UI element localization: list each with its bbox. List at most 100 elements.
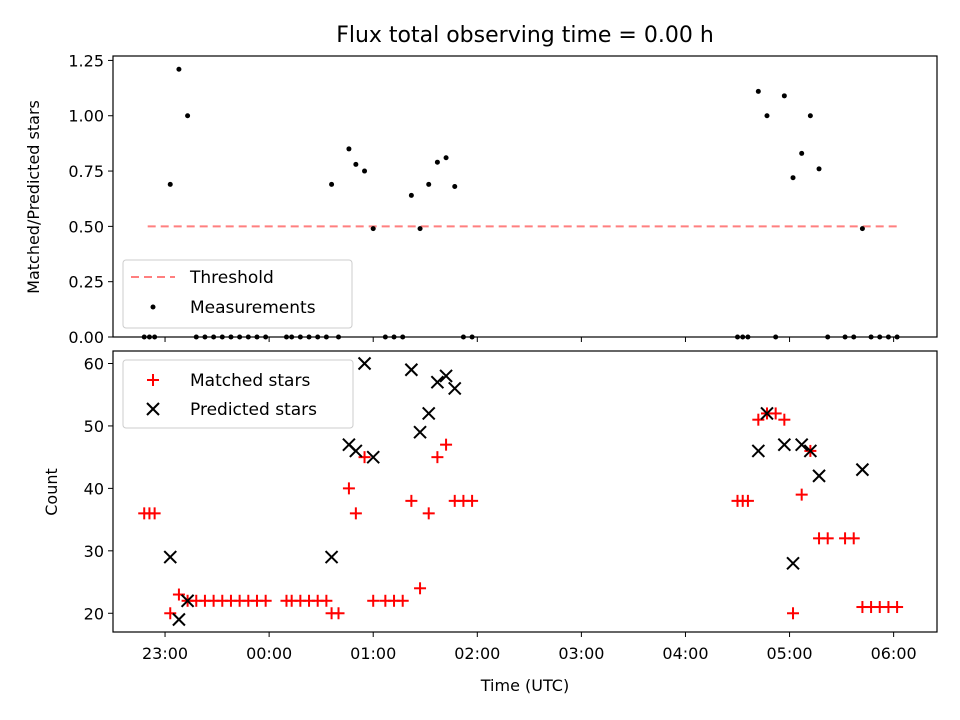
- predicted-stars-point: [357, 356, 372, 371]
- matched-stars-point: [342, 482, 355, 495]
- matched-stars-point: [787, 607, 800, 620]
- matched-stars-point: [440, 438, 453, 451]
- predicted-stars-point: [812, 469, 826, 483]
- legend-measurements-label: Measurements: [190, 298, 316, 318]
- count-y-axis-label: Count: [42, 468, 61, 516]
- measurement-point: [408, 192, 414, 198]
- predicted-stars-point: [430, 375, 445, 389]
- x-tick-label: 02:00: [454, 644, 500, 663]
- matched-stars-point: [422, 507, 435, 520]
- predicted-stars-point: [448, 381, 462, 396]
- y-tick-label: 50: [84, 417, 104, 436]
- matched-stars-point: [431, 451, 444, 464]
- measurement-point: [859, 226, 865, 232]
- measurement-point: [790, 175, 796, 181]
- predicted-stars-point: [439, 369, 453, 383]
- measurement-point: [443, 155, 449, 161]
- measurement-point: [807, 113, 813, 119]
- count-legend-box: [122, 359, 354, 429]
- matched-stars-point: [466, 494, 479, 507]
- predicted-stars-point: [366, 450, 380, 464]
- predicted-stars-point: [760, 406, 774, 421]
- y-tick-label: 0.25: [68, 273, 104, 292]
- y-tick-label: 30: [84, 542, 104, 561]
- y-tick-label: 0.00: [68, 328, 104, 347]
- count-axes-frame: [112, 350, 938, 633]
- predicted-stars-point: [324, 550, 339, 564]
- predicted-stars-point: [172, 612, 186, 627]
- ratio-y-axis-label: Matched/Predicted stars: [24, 100, 43, 294]
- y-tick-label: 60: [84, 354, 104, 373]
- predicted-stars-point: [751, 444, 766, 458]
- matched-stars-point: [320, 594, 333, 607]
- count-plot-area: [138, 356, 904, 627]
- legend-matched-swatch: [147, 374, 159, 386]
- ratio-axes-frame: [112, 55, 938, 338]
- measurement-point: [329, 181, 335, 187]
- legend-matched-label: Matched stars: [190, 371, 310, 391]
- predicted-stars-point: [777, 437, 792, 452]
- chart-title: Flux total observing time = 0.00 h: [336, 23, 714, 48]
- ratio-legend-box: [122, 259, 353, 329]
- measurement-point: [167, 181, 173, 187]
- ratio-plot-area: [141, 66, 900, 340]
- measurement-point: [434, 159, 440, 165]
- matched-stars-point: [821, 532, 834, 545]
- matched-stars-point: [164, 607, 177, 620]
- measurement-point: [185, 113, 191, 119]
- x-axis-label: Time (UTC): [480, 676, 569, 695]
- measurement-point: [362, 168, 368, 174]
- matched-stars-point: [396, 594, 409, 607]
- y-tick-label: 20: [84, 604, 104, 623]
- matched-stars-point: [769, 407, 782, 420]
- measurement-point: [417, 226, 423, 232]
- matched-stars-point: [148, 507, 161, 520]
- predicted-stars-point: [855, 462, 870, 477]
- matched-stars-point: [795, 488, 808, 501]
- x-tick-label: 04:00: [662, 644, 708, 663]
- matched-stars-point: [405, 494, 418, 507]
- measurement-point: [346, 146, 352, 152]
- matched-stars-point: [259, 594, 272, 607]
- ratio-panel: Flux total observing time = 0.00 h Match…: [24, 23, 938, 347]
- predicted-stars-point: [404, 363, 419, 377]
- matched-stars-point: [414, 582, 427, 595]
- measurement-point: [816, 166, 822, 172]
- matched-stars-point: [172, 588, 185, 601]
- measurement-point: [781, 93, 787, 99]
- matched-stars-point: [778, 413, 791, 426]
- predicted-stars-point: [413, 425, 427, 439]
- predicted-stars-point: [422, 406, 436, 421]
- measurement-point: [799, 150, 805, 156]
- matched-stars-point: [752, 413, 765, 426]
- measurement-point: [370, 226, 376, 232]
- y-tick-label: 1.25: [68, 51, 104, 70]
- legend-measurements-swatch: [150, 304, 156, 310]
- y-tick-label: 40: [84, 479, 104, 498]
- matched-stars-point: [847, 532, 860, 545]
- predicted-stars-point: [349, 444, 363, 458]
- measurement-point: [426, 181, 432, 187]
- predicted-stars-point: [163, 550, 177, 564]
- measurement-point: [764, 113, 770, 119]
- predicted-stars-point: [803, 444, 818, 458]
- ratio-legend: Threshold Measurements: [122, 259, 353, 329]
- y-tick-label: 0.50: [68, 217, 104, 236]
- x-tick-label: 01:00: [350, 644, 396, 663]
- measurement-point: [755, 88, 761, 94]
- measurement-point: [353, 161, 359, 167]
- count-panel: Count Time (UTC) Matched stars Predicted…: [42, 350, 938, 695]
- measurement-point: [452, 184, 458, 190]
- legend-predicted-swatch: [146, 402, 160, 416]
- legend-predicted-label: Predicted stars: [190, 400, 317, 420]
- x-tick-label: 06:00: [871, 644, 917, 663]
- x-tick-label: 23:00: [142, 644, 188, 663]
- x-tick-label: 00:00: [246, 644, 292, 663]
- x-tick-label: 05:00: [766, 644, 812, 663]
- y-tick-label: 1.00: [68, 107, 104, 126]
- matched-stars-point: [349, 507, 362, 520]
- count-legend: Matched stars Predicted stars: [122, 359, 354, 429]
- legend-threshold-label: Threshold: [189, 268, 274, 288]
- measurement-point: [176, 66, 182, 72]
- matched-stars-point: [891, 601, 904, 614]
